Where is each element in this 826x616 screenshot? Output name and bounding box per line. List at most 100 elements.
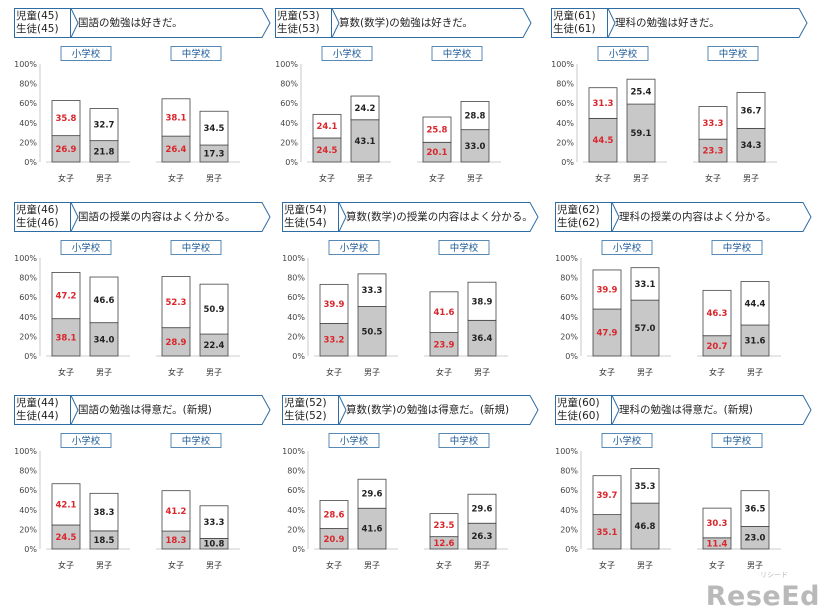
- data-label-bottom: 24.5: [317, 146, 338, 156]
- bar-segment-top: [357, 273, 387, 307]
- title-arrow-box: [70, 8, 271, 38]
- header-frame: [275, 8, 532, 38]
- bar-segment-bottom: [630, 502, 660, 550]
- bar-segment-bottom: [161, 327, 191, 357]
- chart-header: 児童(61) 生徒(61) 理科の勉強は好きだ。: [551, 8, 809, 38]
- y-tick-label: 20%: [19, 332, 37, 341]
- x-category-label: 女子: [599, 367, 615, 377]
- data-label-top: 50.9: [204, 305, 225, 315]
- data-label-bottom: 21.8: [94, 147, 115, 157]
- y-tick-label: 40%: [287, 506, 305, 515]
- y-tick-label: 60%: [287, 486, 305, 495]
- y-tick-label: 0%: [24, 545, 37, 554]
- y-tick-label: 80%: [280, 80, 298, 89]
- bar-segment-bottom: [467, 522, 497, 550]
- data-label-top: 33.3: [703, 119, 724, 129]
- header-frame: [14, 8, 271, 38]
- y-tick-label: 60%: [19, 486, 37, 495]
- bar-segment-bottom: [319, 323, 349, 357]
- data-label-top: 41.2: [166, 507, 187, 517]
- chart-title: 算数(数学)の勉強は得意だ。(新規): [346, 404, 510, 416]
- data-label-bottom: 59.1: [631, 129, 652, 139]
- y-tick-label: 80%: [287, 274, 305, 283]
- bar-segment-bottom: [357, 306, 387, 357]
- data-label-bottom: 22.4: [204, 341, 225, 351]
- school-label-box: [170, 46, 222, 61]
- data-label-bottom: 26.3: [472, 532, 493, 542]
- data-label-top: 38.1: [166, 113, 187, 123]
- x-category-label: 男子: [357, 174, 373, 183]
- y-tick-label: 20%: [19, 525, 37, 534]
- y-tick-label: 100%: [555, 254, 578, 263]
- data-label-top: 28.8: [465, 112, 486, 122]
- y-tick-label: 60%: [556, 99, 574, 108]
- school-label-box: [711, 240, 763, 255]
- y-tick-label: 40%: [19, 119, 37, 128]
- data-label-bottom: 18.5: [94, 536, 115, 546]
- data-label-top: 33.1: [635, 280, 656, 290]
- y-tick-label: 0%: [292, 352, 305, 361]
- x-category-label: 女子: [709, 367, 725, 377]
- chart-header: 児童(52) 生徒(52) 算数(数学)の勉強は得意だ。(新規): [282, 395, 540, 425]
- bar-segment-bottom: [51, 318, 81, 357]
- school-label: 中学校: [182, 48, 211, 60]
- y-tick-label: 100%: [282, 254, 305, 263]
- x-category-label: 男子: [467, 174, 483, 183]
- data-label-bottom: 50.5: [362, 327, 383, 337]
- data-label-top: 25.8: [427, 126, 448, 136]
- x-category-label: 男子: [96, 368, 112, 377]
- data-label-bottom: 28.9: [166, 338, 187, 348]
- x-category-label: 男子: [364, 368, 380, 377]
- data-label-top: 30.3: [707, 519, 728, 529]
- chart-title: 理科の勉強は好きだ。: [615, 17, 720, 29]
- x-category-label: 男子: [474, 561, 490, 570]
- x-category-label: 女子: [58, 560, 74, 570]
- data-label-top: 33.3: [204, 518, 225, 528]
- respondent-code: 児童(44) 生徒(44): [16, 397, 59, 422]
- code-box: [551, 8, 608, 38]
- school-label-box: [60, 240, 112, 255]
- bar-segment-top: [319, 500, 349, 529]
- school-label-box: [328, 433, 380, 448]
- bar-segment-top: [161, 98, 191, 137]
- stacked-bar-chart: 0% 20% 40% 60% 80% 100% 小学校 38.1 47.2 女子 34.0 46.6 男…: [14, 240, 240, 377]
- data-label-bottom: 23.3: [703, 147, 724, 157]
- x-category-label: 男子: [743, 174, 759, 183]
- data-label-top: 31.3: [593, 99, 614, 109]
- data-label-bottom: 23.9: [434, 340, 455, 350]
- reseed-logo: ReseEd: [705, 581, 820, 612]
- x-category-label: 男子: [474, 368, 490, 377]
- school-label-box: [711, 433, 763, 448]
- respondent-code: 児童(46) 生徒(46): [16, 204, 59, 229]
- y-tick-label: 100%: [282, 447, 305, 456]
- y-tick-label: 60%: [560, 293, 578, 302]
- school-label-box: [170, 433, 222, 448]
- x-category-label: 女子: [168, 560, 184, 570]
- y-tick-label: 60%: [19, 293, 37, 302]
- title-arrow-box: [611, 395, 812, 425]
- y-tick-label: 80%: [560, 274, 578, 283]
- bar-segment-top: [460, 101, 490, 131]
- bar-segment-top: [429, 291, 459, 333]
- y-tick-label: 20%: [560, 332, 578, 341]
- school-label-box: [438, 240, 490, 255]
- bar-segment-top: [199, 505, 229, 539]
- data-label-top: 46.3: [707, 309, 728, 319]
- title-arrow-box: [338, 395, 539, 425]
- title-arrow-box: [70, 395, 271, 425]
- chart-title: 国語の勉強は得意だ。(新規): [78, 404, 212, 416]
- bar-segment-top: [89, 276, 119, 324]
- school-label: 中学校: [450, 242, 479, 254]
- school-label-box: [431, 46, 483, 61]
- x-category-label: 男子: [633, 174, 649, 183]
- y-tick-label: 20%: [560, 525, 578, 534]
- data-label-bottom: 10.8: [204, 540, 225, 550]
- data-label-top: 39.7: [597, 491, 618, 501]
- data-label-bottom: 20.1: [427, 148, 448, 158]
- stacked-bar-chart: 0% 20% 40% 60% 80% 100% 小学校 44.5 31.3 女子 59.1 25.4 男…: [551, 46, 777, 183]
- bar-segment-bottom: [736, 127, 766, 163]
- x-category-label: 女子: [595, 173, 611, 183]
- data-label-top: 35.8: [56, 114, 77, 124]
- y-tick-label: 0%: [292, 545, 305, 554]
- y-tick-label: 80%: [19, 80, 37, 89]
